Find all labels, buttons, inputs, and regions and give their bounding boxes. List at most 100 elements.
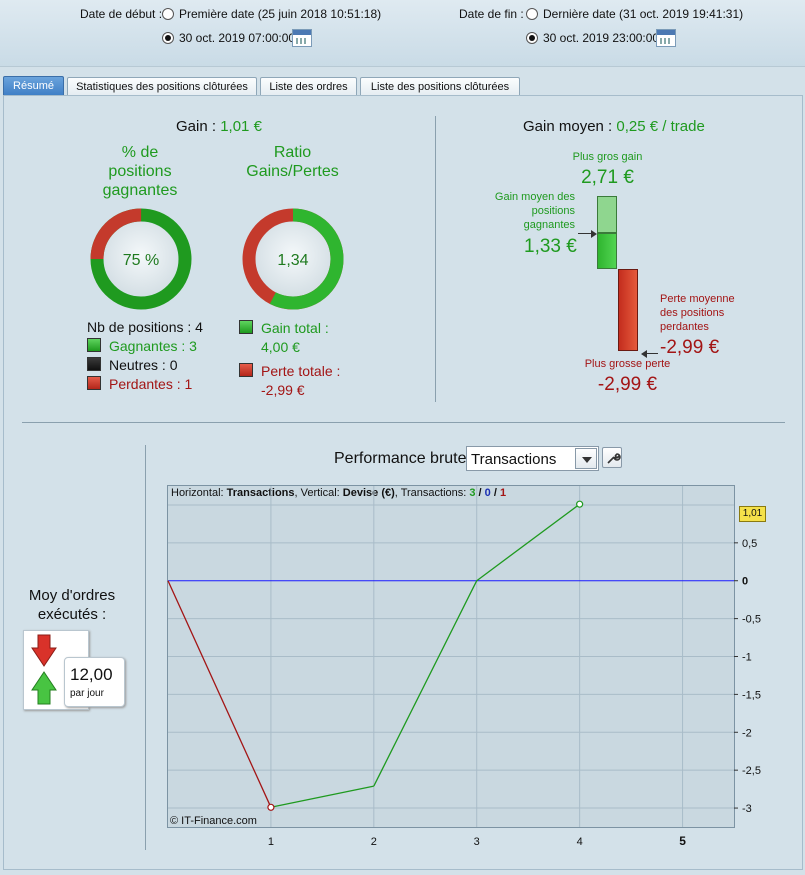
avg-winner-arrowhead-icon	[591, 230, 597, 238]
y-tick-label: -0,5	[742, 614, 761, 626]
tab-closed-stats[interactable]: Statistiques des positions clôturées	[67, 77, 257, 96]
avg-loser-label-2: des positions	[660, 307, 725, 319]
y-tick-label: -1	[742, 652, 752, 664]
start-custom-option[interactable]: 30 oct. 2019 07:00:00	[179, 31, 296, 45]
last-value-badge: 1,01	[739, 506, 766, 522]
info-neutral-count: 0	[484, 487, 491, 499]
orders-value: 12,00	[70, 665, 113, 684]
ratio-value: 1,34	[277, 252, 308, 269]
info-win-count: 3	[469, 487, 476, 499]
chart-info-line: Horizontal: Transactions, Vertical: Devi…	[171, 487, 506, 499]
orders-value-box: 12,00 par jour	[64, 657, 125, 707]
avg-gain-bar	[597, 233, 617, 269]
settings-button[interactable]	[602, 447, 622, 468]
info-separator-2: /	[490, 487, 500, 499]
start-custom-radio[interactable]	[162, 32, 174, 44]
avg-loss-bar	[618, 269, 638, 351]
losers-square-icon	[87, 376, 101, 390]
end-custom-option[interactable]: 30 oct. 2019 23:00:00	[543, 31, 660, 45]
info-transactions-label: , Transactions:	[394, 487, 470, 499]
ratio-donut: 1,34	[242, 208, 344, 310]
lower-vertical-divider	[145, 445, 146, 850]
pct-title-line-2: positions	[108, 163, 172, 180]
horizontal-divider	[22, 422, 785, 423]
ratio-donut-center	[256, 222, 330, 296]
total-loss-value: -2,99 €	[261, 382, 305, 398]
performance-select[interactable]: Transactions	[466, 446, 599, 471]
gain-label: Gain :	[176, 118, 217, 135]
avg-loser-label: Perte moyenne des positions perdantes	[660, 292, 735, 334]
start-calendar-icon[interactable]	[292, 29, 312, 47]
end-calendar-icon[interactable]	[656, 29, 676, 47]
chart-copyright: © IT-Finance.com	[170, 815, 257, 827]
tab-orders-list[interactable]: Liste des ordres	[260, 77, 357, 96]
series-segment	[476, 503, 581, 582]
avg-winner-label-2: positions	[531, 205, 575, 217]
end-last-radio[interactable]	[526, 8, 538, 20]
pct-donut-arc	[90, 208, 192, 310]
avg-loser-arrow-icon	[646, 353, 658, 354]
start-first-radio[interactable]	[162, 8, 174, 20]
series-segment	[270, 785, 374, 808]
info-vertical-value: Devise (€)	[342, 487, 395, 499]
neutral-count: Neutres : 0	[109, 357, 178, 373]
avg-winner-value: 1,33 €	[524, 236, 577, 257]
total-gain-label: Gain total :	[261, 320, 329, 336]
info-horizontal-label: Horizontal:	[171, 487, 227, 499]
neutral-square-icon	[87, 357, 101, 371]
pct-title-line-1: % de	[121, 144, 159, 161]
total-loss: Perte totale : -2,99 €	[261, 362, 340, 400]
orders-unit: par jour	[70, 688, 104, 699]
x-tick-label: 1	[268, 836, 274, 848]
end-custom-radio[interactable]	[526, 32, 538, 44]
avg-winner-label-1: Gain moyen des	[494, 191, 575, 203]
avg-gain-label: Gain moyen :	[523, 118, 613, 135]
nb-positions: Nb de positions : 4	[87, 319, 203, 335]
gain-value: 1,01 €	[220, 118, 262, 135]
max-gain-bar	[597, 196, 617, 233]
losers-count: Perdantes : 1	[109, 376, 193, 392]
vertical-divider	[435, 116, 436, 402]
ratio-title-line-2: Gains/Pertes	[246, 163, 339, 180]
winners-count: Gagnantes : 3	[109, 338, 197, 354]
avg-gain-value: 0,25 € / trade	[616, 118, 705, 135]
pct-winners-title: % de positions gagnantes	[80, 143, 200, 200]
total-gain-square-icon	[239, 320, 253, 334]
wrench-icon	[607, 453, 621, 464]
orders-title-line-2: exécutés :	[37, 606, 107, 623]
tab-resume[interactable]: Résumé	[3, 76, 64, 95]
start-date-label: Date de début :	[80, 7, 163, 21]
avg-loser-label-1: Perte moyenne	[660, 293, 735, 305]
x-tick-label: 3	[474, 836, 480, 848]
total-gain: Gain total : 4,00 €	[261, 319, 329, 357]
ratio-title: Ratio Gains/Pertes	[230, 143, 355, 181]
up-arrow-icon	[31, 671, 57, 705]
series-segment	[167, 580, 272, 808]
start-first-option[interactable]: Première date (25 juin 2018 10:51:18)	[179, 7, 382, 21]
tab-closed-positions[interactable]: Liste des positions clôturées	[360, 77, 520, 96]
orders-title: Moy d'ordres exécutés :	[17, 586, 127, 624]
select-dropdown-button[interactable]	[575, 448, 597, 469]
end-last-option[interactable]: Dernière date (31 oct. 2019 19:41:31)	[543, 7, 744, 21]
date-filter-bar: Date de début : Première date (25 juin 2…	[0, 0, 805, 67]
ratio-title-line-1: Ratio	[273, 144, 312, 161]
info-vertical-label: , Vertical:	[294, 487, 343, 499]
info-loss-count: 1	[499, 487, 507, 499]
avg-winner-arrow-icon	[578, 233, 595, 234]
max-loss-value: -2,99 €	[597, 374, 658, 395]
max-gain-label: Plus gros gain	[572, 151, 643, 163]
winners-square-icon	[87, 338, 101, 352]
max-gain-value: 2,71 €	[581, 167, 634, 188]
down-arrow-icon	[31, 634, 57, 667]
orders-arrows-icon	[31, 634, 57, 705]
performance-title: Performance brute	[334, 450, 467, 467]
gain-line: Gain : 1,01 €	[176, 118, 262, 135]
x-tick-label: 2	[371, 836, 377, 848]
y-tick-label: -1,5	[742, 689, 761, 701]
x-tick-label: 4	[577, 836, 583, 848]
y-tick-label: 0,5	[742, 538, 757, 550]
avg-loser-arrowhead-icon	[641, 350, 647, 358]
total-loss-square-icon	[239, 363, 253, 377]
y-tick-label: 0	[742, 576, 748, 588]
max-point-marker	[576, 500, 584, 508]
